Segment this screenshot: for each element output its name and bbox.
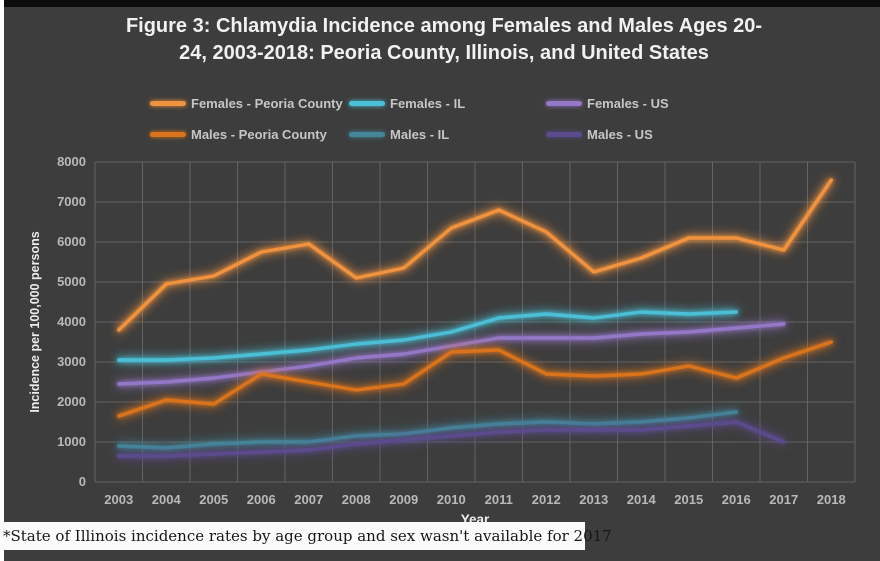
- legend-swatch-males-peoria: [150, 131, 186, 137]
- top-border-bar: [4, 0, 880, 7]
- y-axis-title: Incidence per 100,000 persons: [28, 231, 42, 413]
- series-line-0: [117, 178, 833, 332]
- legend-item-females-peoria: Females - Peoria County: [150, 95, 343, 111]
- footnote-text: *State of Illinois incidence rates by ag…: [3, 527, 612, 545]
- series-lines: [117, 178, 833, 458]
- legend: Females - Peoria County Females - IL Fem…: [4, 7, 880, 142]
- x-tick-label: 2003: [104, 492, 134, 507]
- x-tick-label: 2008: [341, 492, 371, 507]
- y-tick-label: 7000: [57, 194, 86, 209]
- legend-label: Males - IL: [390, 126, 450, 142]
- y-tick-label: 0: [78, 474, 86, 489]
- plot-area: [94, 161, 856, 483]
- x-tick-label: 2005: [199, 492, 229, 507]
- x-tick-label: 2010: [436, 492, 466, 507]
- chart-title-line1: Figure 3: Chlamydia Incidence among Fema…: [125, 15, 763, 37]
- x-tick-label: 2004: [151, 492, 181, 507]
- x-tick-label: 2016: [721, 492, 751, 507]
- legend-label: Females - IL: [390, 95, 466, 111]
- chart-title-line2: 24, 2003-2018: Peoria County, Illinois, …: [179, 42, 709, 64]
- chart-title: Figure 3: Chlamydia Incidence among Fema…: [64, 13, 824, 67]
- x-tick-label: 2014: [626, 492, 656, 507]
- legend-label: Males - Peoria County: [191, 126, 327, 142]
- x-tick-label: 2015: [674, 492, 704, 507]
- x-tick-label: 2018: [816, 492, 846, 507]
- legend-swatch-females-us: [546, 100, 582, 106]
- legend-label: Females - Peoria County: [191, 95, 343, 111]
- y-tick-label: 2000: [57, 394, 86, 409]
- series-line-1: [117, 310, 738, 362]
- y-tick-label: 4000: [57, 314, 86, 329]
- footnote-strip: *State of Illinois incidence rates by ag…: [0, 522, 612, 550]
- legend-item-males-us: Males - US: [546, 126, 653, 142]
- y-tick-label: 1000: [57, 434, 86, 449]
- legend-swatch-females-il: [349, 100, 385, 106]
- x-tick-label: 2009: [389, 492, 419, 507]
- series-line-3: [117, 340, 833, 418]
- y-tick-label: 6000: [57, 234, 86, 249]
- legend-label: Females - US: [587, 95, 669, 111]
- legend-item-males-il: Males - IL: [349, 126, 449, 142]
- x-tick-label: 2017: [769, 492, 799, 507]
- legend-swatch-females-peoria: [150, 100, 186, 106]
- y-tick-label: 5000: [57, 274, 86, 289]
- series-line-4: [117, 410, 738, 450]
- y-tick-label: 8000: [57, 154, 86, 169]
- series-line-5: [117, 420, 786, 458]
- legend-item-females-il: Females - IL: [349, 95, 465, 111]
- y-tick-label: 3000: [57, 354, 86, 369]
- x-tick-label: 2007: [294, 492, 324, 507]
- legend-label: Males - US: [587, 126, 653, 142]
- x-tick-label: 2012: [531, 492, 561, 507]
- legend-swatch-males-il: [349, 131, 385, 137]
- series-line-2: [117, 322, 786, 386]
- chart-panel: Figure 3: Chlamydia Incidence among Fema…: [4, 7, 880, 561]
- x-tick-label: 2013: [579, 492, 609, 507]
- x-tick-label: 2006: [246, 492, 276, 507]
- x-tick-label: 2011: [484, 492, 513, 507]
- legend-item-females-us: Females - US: [546, 95, 669, 111]
- legend-swatch-males-us: [546, 131, 582, 137]
- legend-item-males-peoria: Males - Peoria County: [150, 126, 327, 142]
